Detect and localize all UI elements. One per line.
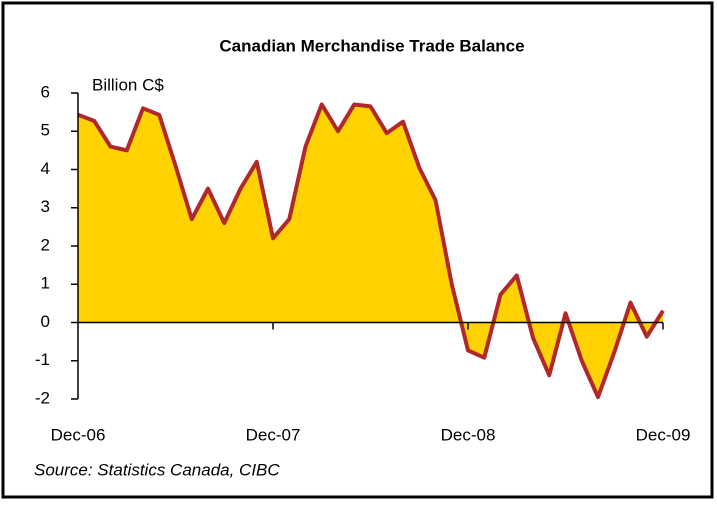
source-note: Source: Statistics Canada, CIBC (34, 460, 280, 479)
y-tick-label: 1 (41, 274, 50, 293)
x-tick-label: Dec-06 (51, 425, 106, 444)
y-tick-label: 0 (41, 312, 50, 331)
y-tick-label: 5 (41, 121, 50, 140)
y-tick-label: 2 (41, 235, 50, 254)
x-tick-label: Dec-09 (636, 425, 691, 444)
y-axis-label: Billion C$ (92, 75, 164, 94)
chart-title: Canadian Merchandise Trade Balance (219, 36, 524, 55)
y-tick-label: 6 (41, 82, 50, 101)
area (78, 104, 663, 398)
y-tick-label: -2 (35, 388, 50, 407)
y-tick-label: 3 (41, 197, 50, 216)
x-tick-label: Dec-07 (246, 425, 301, 444)
y-tick-label: -1 (35, 350, 50, 369)
y-tick-label: 4 (41, 159, 50, 178)
line (77, 102, 665, 400)
x-tick-label: Dec-08 (441, 425, 496, 444)
